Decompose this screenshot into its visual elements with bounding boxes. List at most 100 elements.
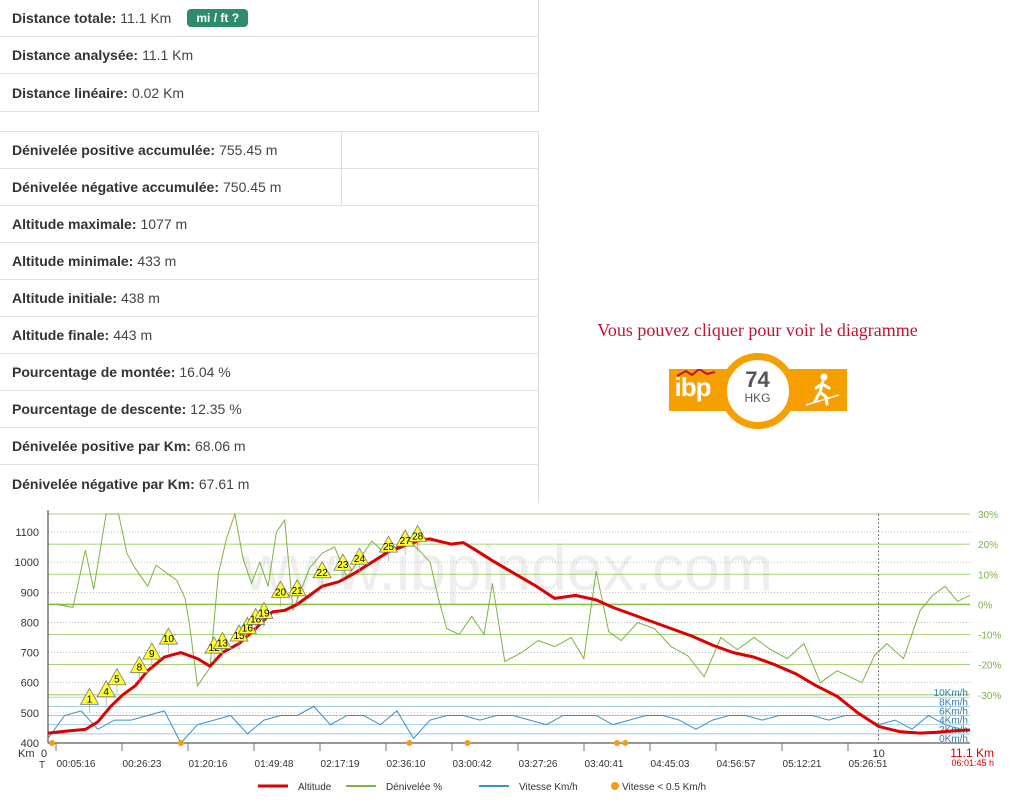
- altitude-series-line: [47, 537, 971, 735]
- waypoint-label: 4: [103, 687, 109, 698]
- waypoint-marker: [378, 535, 399, 553]
- elevation-label: Dénivelée positive accumulée:: [12, 142, 216, 158]
- waypoint-marker: [407, 524, 428, 542]
- hiker-icon: [805, 373, 839, 406]
- elevation-label: Pourcentage de montée:: [12, 364, 176, 380]
- summary-row: Distance linéaire: 0.02 Km: [0, 74, 538, 111]
- waypoint-label: 20: [275, 587, 287, 598]
- elevation-row: Altitude initiale: 438 m: [0, 280, 538, 317]
- waypoint-marker: [96, 679, 116, 698]
- elevation-value: 12.35 %: [190, 401, 242, 417]
- altitude-tick-label: 500: [21, 708, 39, 720]
- waypoint-label: 9: [149, 649, 155, 660]
- distance-summary: Distance totale: 11.1 Km mi / ft ? Dista…: [0, 0, 539, 112]
- elevation-label: Pourcentage de descente:: [12, 401, 187, 417]
- speed-tick-label: 0Km/h: [939, 734, 968, 745]
- elevation-value: 750.45 m: [223, 179, 282, 195]
- altitude-tick-label: 1000: [15, 557, 39, 569]
- waypoint-marker: [395, 529, 415, 547]
- waypoint-marker: [158, 627, 179, 645]
- summary-value: 0.02 Km: [131, 84, 185, 101]
- elevation-label: Dénivelée positive par Km:: [12, 438, 191, 454]
- stop-point: [613, 740, 620, 746]
- ibp-index-panel: Vous pouvez cliquer pour voir le diagram…: [570, 320, 945, 429]
- speed-tick-label: 4Km/h: [939, 716, 968, 727]
- stop-point: [622, 740, 629, 746]
- time-tick-label: 01:20:16: [189, 759, 228, 770]
- ibp-badge[interactable]: ibp 74 HKG: [668, 353, 847, 429]
- waypoint-label: 19: [258, 608, 270, 619]
- waypoint-marker: [333, 553, 353, 571]
- elevation-stats: Dénivelée positive accumulée: 755.45 m Dé…: [0, 131, 539, 502]
- slope-tick-label: -10%: [978, 631, 1001, 642]
- elevation-row: Dénivelée positive par Km: 68.06 m: [0, 428, 538, 465]
- waypoint-label: 5: [114, 675, 120, 686]
- ibp-diagram-link[interactable]: Vous pouvez cliquer pour voir le diagram…: [597, 320, 918, 340]
- mountain-icon: [676, 369, 715, 377]
- elevation-label: Altitude maximale:: [12, 216, 137, 232]
- elevation-label: Altitude initiale:: [12, 290, 117, 306]
- waypoint-label: 25: [383, 542, 395, 553]
- waypoint-label: 23: [337, 560, 349, 571]
- altitude-tick-label: 700: [21, 648, 39, 660]
- summary-row: Distance analysée: 11.1 Km: [0, 37, 538, 74]
- elevation-row: Altitude minimale: 433 m: [0, 243, 538, 280]
- slope-tick-label: 20%: [978, 540, 998, 551]
- slope-tick-label: 0%: [978, 600, 993, 611]
- altitude-tick-label: 600: [21, 678, 39, 690]
- waypoint-label: 1: [87, 694, 93, 705]
- time-tick-label: 03:40:41: [585, 759, 624, 770]
- elevation-value: 67.61 m: [198, 475, 250, 492]
- waypoint-marker: [312, 560, 332, 579]
- ibp-logo: ibp: [674, 372, 712, 402]
- time-tick-label: 03:00:42: [453, 759, 492, 770]
- elevation-row: Altitude maximale: 1077 m: [0, 206, 538, 243]
- summary-row: Distance totale: 11.1 Km mi / ft ?: [0, 0, 538, 37]
- waypoint-marker: [142, 642, 162, 660]
- elevation-profile-chart[interactable]: www.ibpindex.com 30% 20% 10% 0% -10% -20% -30% 1…: [0, 500, 1011, 810]
- unit-toggle-button[interactable]: mi / ft ?: [187, 9, 249, 27]
- time-tick-label: 01:49:48: [255, 759, 294, 770]
- elevation-value: 755.45 m: [219, 142, 278, 158]
- ibp-index-code: HKG: [744, 391, 771, 405]
- waypoint-marker: [287, 579, 307, 597]
- elevation-value: 433 m: [137, 253, 177, 269]
- time-tick-label: 04:45:03: [651, 759, 690, 770]
- speed-tick-label: 10Km/h: [934, 688, 968, 699]
- chart-canvas[interactable]: www.ibpindex.com30%20%10%0%-10%-20%-30%1…: [0, 500, 1011, 810]
- waypoint-marker: [79, 687, 100, 705]
- elevation-label: Dénivelée négative par Km:: [12, 475, 195, 492]
- legend-label: Altitude: [298, 782, 332, 793]
- legend-label: Vitesse < 0.5 Km/h: [622, 782, 706, 793]
- waypoint-label: 21: [292, 586, 304, 597]
- km-axis-label: Km: [18, 748, 35, 760]
- time-tick-label: 04:56:57: [717, 759, 756, 770]
- time-axis-label: T: [39, 760, 45, 771]
- time-end-label: 06:01:45 h: [951, 758, 994, 768]
- legend-label: Vitesse Km/h: [519, 782, 578, 793]
- waypoint-marker: [107, 667, 127, 686]
- summary-value: 11.1 Km: [142, 47, 194, 63]
- legend-label: Dénivelée %: [386, 782, 442, 793]
- time-tick-label: 02:36:10: [387, 759, 426, 770]
- altitude-tick-label: 400: [21, 738, 39, 750]
- waypoint-label: 15: [233, 631, 245, 642]
- waypoint-marker: [254, 601, 274, 619]
- elevation-label: Dénivelée négative accumulée:: [12, 179, 219, 195]
- elevation-label: Altitude minimale:: [12, 253, 134, 269]
- slope-series-line: [48, 512, 971, 688]
- speed-tick-label: 8Km/h: [939, 697, 968, 708]
- waypoint-label: 22: [317, 568, 329, 579]
- altitude-tick-label: 800: [21, 617, 39, 629]
- ibp-index-value: 74: [745, 367, 770, 392]
- waypoint-label: 16: [242, 624, 254, 635]
- elevation-value: 443 m: [113, 327, 153, 343]
- time-tick-label: 02:17:19: [321, 759, 360, 770]
- elevation-row: Dénivelée positive accumulée: 755.45 m: [0, 132, 538, 169]
- summary-label: Distance linéaire:: [12, 84, 128, 101]
- elevation-value: 1077 m: [140, 216, 188, 232]
- km-mark-label: 10: [873, 748, 885, 760]
- speed-tick-label: 6Km/h: [939, 707, 968, 718]
- summary-label: Distance analysée:: [12, 47, 139, 63]
- time-tick-label: 05:12:21: [783, 759, 822, 770]
